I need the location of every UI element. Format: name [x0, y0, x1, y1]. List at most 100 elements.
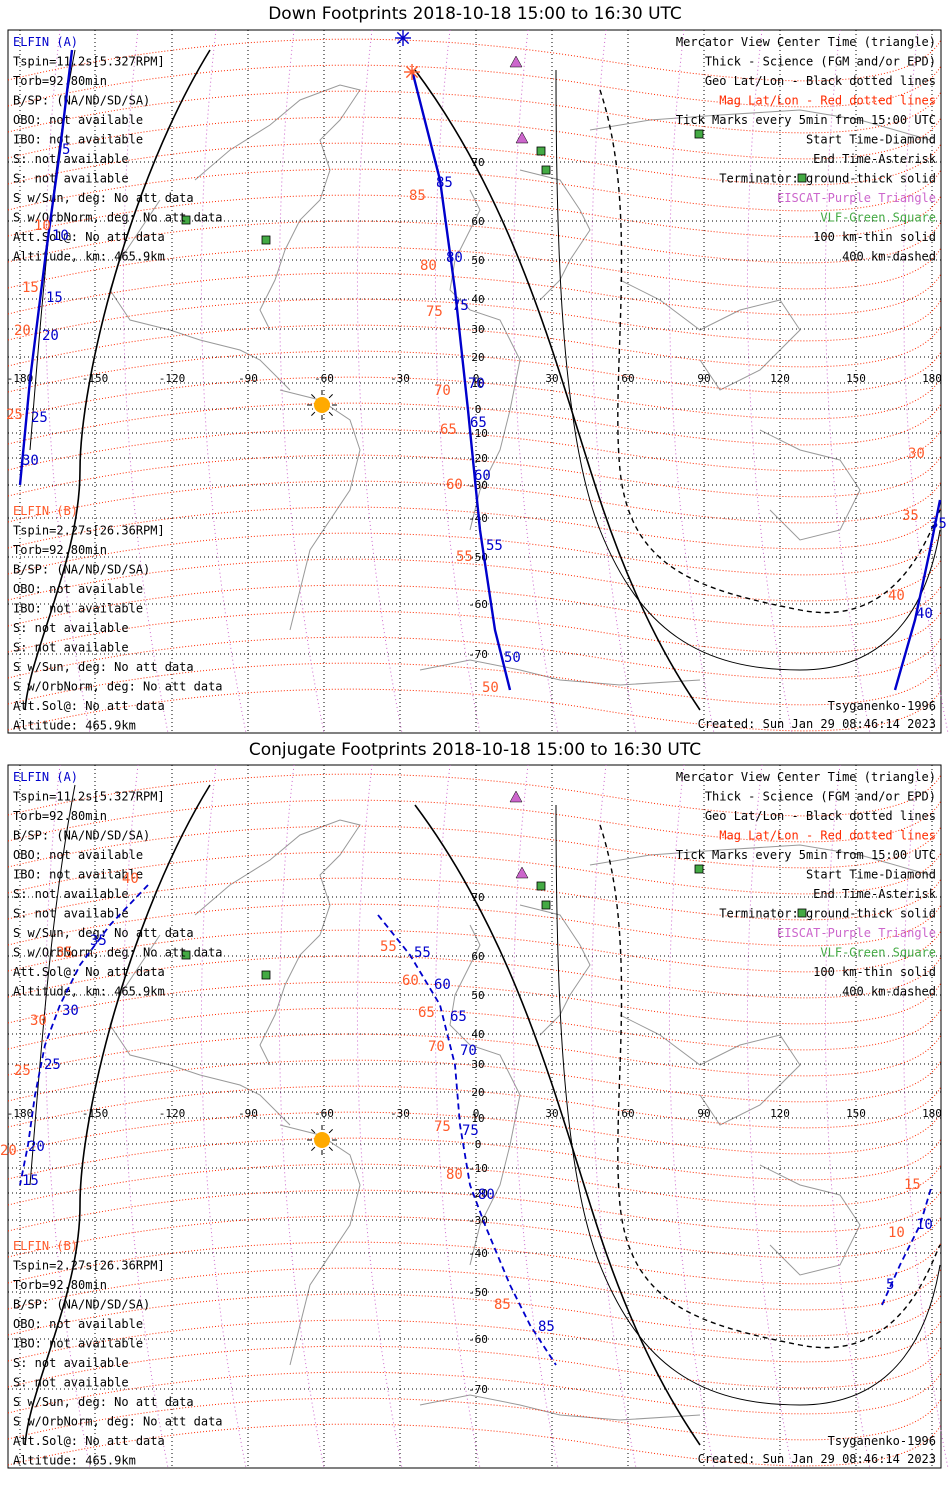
p1-legend-line-10: 100 km-thin solid [813, 965, 936, 979]
p0-mag-lat-line-8 [7, 246, 942, 290]
p0-mag-lon-line-3 [278, 29, 325, 734]
p1-mag-lat-line-1 [7, 799, 942, 843]
p0-mag-lat-line-12 [7, 350, 942, 394]
p1-track-label-27: 5 [886, 1277, 894, 1293]
p1-elfin-b-track-right [881, 1184, 933, 1306]
p0-mag-lon-line-4 [356, 29, 403, 734]
p1-mag-lat-line-6 [7, 929, 942, 973]
down-footprints-title: Down Footprints 2018-10-18 15:00 to 16:3… [268, 4, 682, 24]
p1-lat-label-2: 50 [471, 989, 484, 1002]
p1-mag-lon-line-10 [824, 764, 871, 1469]
p1-elfin-b-info-6: S: not available [13, 1356, 129, 1370]
p0-track-label-5: 20 [14, 323, 31, 339]
p0-mag-lon-line-10 [824, 29, 871, 734]
p1-lat-label-8: -10 [468, 1162, 488, 1175]
p1-vlf-station-1 [536, 881, 546, 891]
p1-mag-lat-line-5 [7, 903, 942, 947]
p1-elfin-a-info-10: Att.Sol@: No att data [13, 965, 165, 979]
p0-mag-lat-line-17 [7, 480, 942, 524]
p1-mag-lat-line-14 [7, 1137, 942, 1181]
p0-elfin-b-info-3: B/SP: (NA/ND/SD/SA) [13, 563, 150, 577]
p0-coastline-7 [759, 429, 861, 541]
p0-track-label-19: 65 [470, 415, 487, 431]
p0-track-label-26: 30 [908, 446, 925, 462]
p1-vlf-station-4 [181, 950, 191, 960]
p0-mag-lat-line-1 [7, 64, 942, 108]
p1-mag-lon-line-9 [746, 764, 793, 1469]
p0-legend-line-2: Geo Lat/Lon - Black dotted lines [705, 74, 936, 88]
p0-elfin-a-info-4: OBO: not available [13, 113, 143, 127]
p1-created-label: Created: Sun Jan 29 08:46:14 2023 [698, 1452, 936, 1466]
p1-lat-label-10: -30 [468, 1214, 488, 1227]
p0-track-label-24: 50 [504, 650, 521, 666]
p0-coastline-1 [109, 199, 291, 391]
p1-mag-lon-line-5 [434, 764, 481, 1469]
p0-lon-label-9: 90 [697, 372, 710, 385]
p0-elfin-a-info-1: Tspin=11.2s[5.327RPM] [13, 55, 165, 69]
p1-track-label-19: 75 [462, 1123, 479, 1139]
p0-lon-label-2: -120 [159, 372, 186, 385]
p1-elfin-a-track-center [377, 914, 557, 1366]
p1-mag-lat-line-17 [7, 1215, 942, 1259]
p1-mag-lat-line-21 [7, 1319, 942, 1363]
p1-mag-lat-line-0 [7, 773, 942, 817]
p1-mag-lon-line-7 [590, 764, 637, 1469]
p0-coastline-0 [194, 84, 361, 331]
p0-elfin-a-track-center [410, 69, 512, 691]
p0-legend-line-10: 100 km-thin solid [813, 230, 936, 244]
p0-lat-label-9: -20 [468, 452, 488, 465]
p0-legend-line-9: VLF-Green Square [820, 211, 936, 225]
p0-elfin-a-info-10: Att.Sol@: No att data [13, 230, 165, 244]
p0-track-label-12: 80 [420, 258, 437, 274]
p1-elfin-b-info-7: S: not available [13, 1376, 129, 1390]
p1-legend-line-4: Tick Marks every 5min from 15:00 UTC [676, 848, 936, 862]
p1-elfin-b-info-9: S w/OrbNorm, deg: No att data [13, 1415, 223, 1429]
p0-mag-lat-line-19 [7, 532, 942, 576]
p0-mag-lon-line-0 [44, 29, 91, 734]
p1-lon-label-1: -150 [82, 1107, 109, 1120]
p0-mag-lat-line-22 [7, 610, 942, 654]
p0-track-label-2: 10 [34, 218, 51, 234]
p0-legend-line-0: Mercator View Center Time (triangle) [676, 35, 936, 49]
p0-lon-label-8: 60 [621, 372, 634, 385]
p1-mag-lon-line-2 [200, 764, 247, 1469]
p1-track-label-2: 35 [90, 933, 107, 949]
p1-elfin-b-info-4: OBO: not available [13, 1317, 143, 1331]
p0-elfin-a-info-9: S w/OrbNorm, deg: No att data [13, 211, 223, 225]
p1-mag-lon-line-11 [902, 764, 949, 1469]
p0-track-label-20: 60 [446, 477, 463, 493]
p0-elfin-b-info-7: S: not available [13, 641, 129, 655]
p0-vlf-station-1 [536, 146, 546, 156]
p1-track-label-0: 40 [122, 871, 139, 887]
p1-mag-lat-line-13 [7, 1111, 942, 1155]
p0-legend-line-3: Mag Lat/Lon - Red dotted lines [719, 94, 936, 108]
p1-track-label-17: 70 [460, 1043, 477, 1059]
p0-track-label-23: 55 [486, 538, 503, 554]
p1-track-label-10: 55 [380, 939, 397, 955]
p0-mag-lon-line-9 [746, 29, 793, 734]
p0-track-label-9: 30 [22, 453, 39, 469]
p1-legend-line-11: 400 km-dashed [842, 985, 936, 999]
p0-mag-lat-line-18 [7, 506, 942, 550]
p0-elfin-b-track-right [893, 499, 942, 691]
p0-lon-label-4: -60 [314, 372, 334, 385]
p0-mag-lon-line-5 [434, 29, 481, 734]
p0-coastline-8 [419, 659, 701, 686]
p0-sun-ray-1 [328, 411, 333, 416]
p1-legend-line-6: End Time-Asterisk [813, 887, 937, 901]
p0-mag-lat-line-15 [7, 428, 942, 472]
p0-mag-lat-line-25 [7, 688, 942, 732]
p1-track-label-23: 85 [538, 1319, 555, 1335]
p1-lon-label-3: -90 [238, 1107, 258, 1120]
p1-mag-lat-line-9 [7, 1007, 942, 1051]
p1-sun-ray-7 [328, 1129, 333, 1134]
p0-mag-lat-line-13 [7, 376, 942, 420]
p0-lat-label-4: 30 [471, 323, 484, 336]
p0-mag-lat-line-11 [7, 324, 942, 368]
p1-mag-lat-line-18 [7, 1241, 942, 1285]
p0-elfin-b-info-9: S w/OrbNorm, deg: No att data [13, 680, 223, 694]
p1-elfin-b-info-10: Att.Sol@: No att data [13, 1434, 165, 1448]
p1-lat-label-12: -50 [468, 1286, 488, 1299]
p1-lat-label-7: 0 [475, 1138, 482, 1151]
